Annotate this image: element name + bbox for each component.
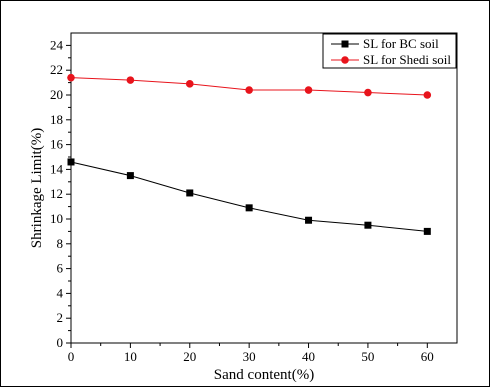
y-tick-label: 24 [50,37,64,52]
data-point-1 [305,216,313,224]
y-tick-label: 8 [57,236,64,251]
y-tick-label: 2 [57,310,64,325]
x-axis: 0 10 20 30 40 50 60 [68,343,434,364]
y-tick-label: 10 [50,211,63,226]
y-tick-label: 0 [57,335,64,350]
x-tick-label: 10 [124,349,137,364]
y-tick-label: 6 [57,261,64,276]
legend-label-1: SL for BC soil [363,36,439,51]
data-point-2 [245,86,253,94]
y-tick-label: 14 [50,161,64,176]
x-tick-label: 50 [361,349,374,364]
series-layer [67,73,432,235]
series-line-1 [70,161,428,232]
x-tick-label: 30 [243,349,256,364]
y-tick-label: 16 [50,137,64,152]
data-point-2 [67,73,75,82]
y-tick-label: 4 [57,285,64,300]
data-point-1 [67,158,75,166]
y-tick-label: 12 [50,186,63,201]
x-tick-label: 40 [302,349,315,364]
y-tick-label: 18 [50,112,63,127]
data-point-2 [423,91,432,99]
data-point-1 [245,204,253,212]
x-tick-label: 20 [183,349,196,364]
legend-label-2: SL for Shedi soil [363,52,451,67]
legend-marker-2 [341,56,349,64]
plot-area [70,32,458,344]
data-point-1 [423,227,431,235]
data-point-2 [304,86,313,94]
data-point-1 [126,172,134,180]
data-point-2 [364,88,372,97]
data-point-2 [126,76,135,84]
x-tick-label: 0 [68,349,75,364]
x-axis-label: Sand content(%) [214,367,314,383]
legend-marker-1 [341,40,349,48]
y-axis-label: Shrinkage Limit(%) [29,128,45,248]
y-tick-label: 20 [50,87,63,102]
plot-border [70,32,458,344]
x-tick-label: 60 [421,349,434,364]
data-point-2 [185,80,194,88]
data-point-1 [364,221,372,229]
y-tick-label: 22 [50,62,63,77]
data-point-1 [186,189,194,197]
